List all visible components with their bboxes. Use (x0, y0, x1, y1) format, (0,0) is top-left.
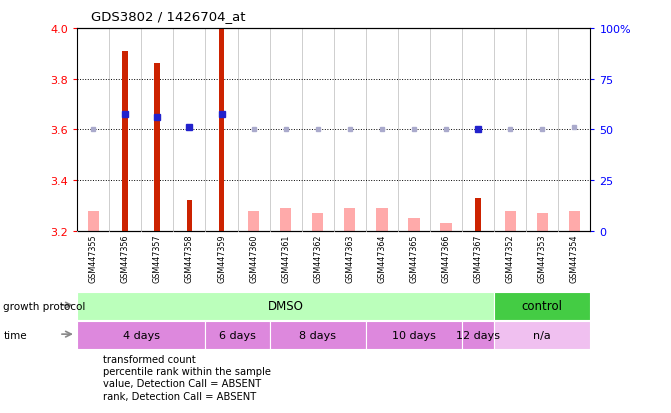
Bar (409, 218, 419, 231)
Text: GSM447360: GSM447360 (249, 234, 258, 282)
Text: GSM447365: GSM447365 (409, 234, 419, 282)
Text: DMSO: DMSO (268, 299, 304, 313)
Text: n/a: n/a (533, 330, 552, 340)
Bar (154, 64, 160, 231)
Text: GSM447359: GSM447359 (217, 234, 226, 283)
Text: GSM447361: GSM447361 (281, 234, 290, 282)
Text: GSM447352: GSM447352 (506, 234, 515, 283)
Text: GSM447353: GSM447353 (538, 234, 547, 282)
Text: GSM447363: GSM447363 (346, 234, 354, 282)
Text: rank, Detection Call = ABSENT: rank, Detection Call = ABSENT (103, 391, 256, 401)
Text: control: control (522, 299, 563, 313)
Text: GSM447354: GSM447354 (570, 234, 579, 282)
Text: transformed count: transformed count (103, 354, 195, 364)
Text: GSM447356: GSM447356 (121, 234, 130, 282)
Text: 6 days: 6 days (219, 330, 256, 340)
Bar (280, 209, 291, 231)
Bar (312, 214, 323, 231)
Text: GSM447357: GSM447357 (153, 234, 162, 283)
Bar (440, 224, 452, 231)
Bar (366, 321, 462, 349)
Text: GSM447358: GSM447358 (185, 234, 194, 282)
Text: time: time (3, 330, 27, 340)
Bar (219, 29, 224, 231)
Text: GSM447366: GSM447366 (442, 234, 451, 282)
Bar (77, 321, 205, 349)
Text: 10 days: 10 days (392, 330, 436, 340)
Text: 8 days: 8 days (299, 330, 336, 340)
Bar (505, 211, 516, 231)
Text: GSM447364: GSM447364 (378, 234, 386, 282)
Text: GDS3802 / 1426704_at: GDS3802 / 1426704_at (91, 10, 245, 23)
Bar (205, 321, 270, 349)
Text: 12 days: 12 days (456, 330, 500, 340)
Bar (569, 211, 580, 231)
Bar (187, 201, 193, 231)
Bar (248, 211, 259, 231)
Bar (475, 198, 481, 231)
Text: percentile rank within the sample: percentile rank within the sample (103, 366, 270, 376)
Bar (270, 321, 366, 349)
Text: GSM447355: GSM447355 (89, 234, 98, 283)
Bar (122, 52, 128, 231)
Bar (495, 292, 590, 320)
Text: growth protocol: growth protocol (3, 301, 86, 311)
Bar (77, 292, 495, 320)
Text: 4 days: 4 days (123, 330, 160, 340)
Bar (88, 211, 99, 231)
Text: GSM447367: GSM447367 (474, 234, 482, 282)
Text: value, Detection Call = ABSENT: value, Detection Call = ABSENT (103, 378, 261, 389)
Bar (537, 214, 548, 231)
Text: GSM447362: GSM447362 (313, 234, 322, 282)
Bar (495, 321, 590, 349)
Bar (344, 209, 356, 231)
Bar (376, 209, 388, 231)
Bar (462, 321, 495, 349)
